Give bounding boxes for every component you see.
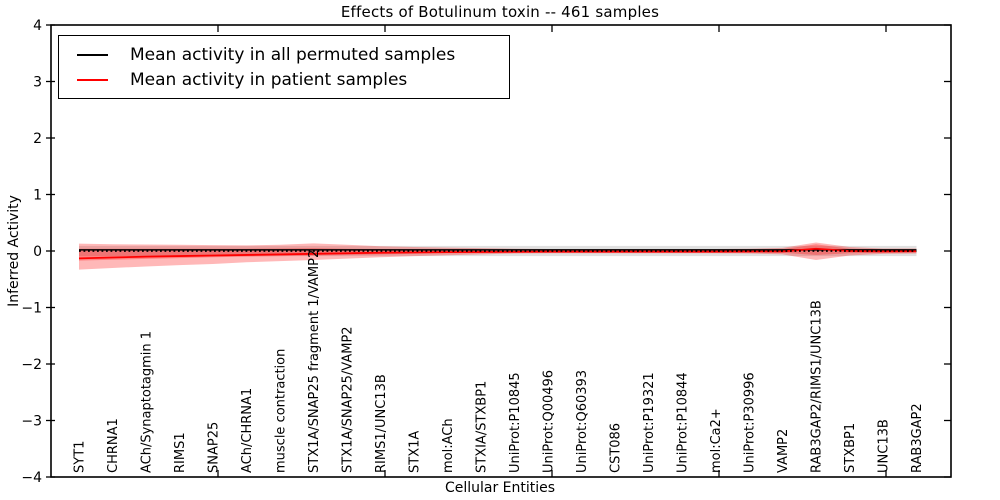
y-tick-label: 0 — [33, 244, 42, 260]
y-tick-label: −1 — [21, 301, 42, 317]
x-category-label: VAMP2 — [776, 429, 791, 473]
x-category-label: CST086 — [609, 423, 624, 473]
x-category-label: RAB3GAP2 — [910, 403, 925, 473]
x-category-label: STX1A/SNAP25/VAMP2 — [341, 326, 356, 473]
x-category-label: mol:Ca2+ — [709, 408, 724, 473]
y-tick-label: 2 — [33, 131, 42, 147]
legend-label: Mean activity in all permuted samples — [130, 44, 456, 65]
x-category-label: CHRNA1 — [106, 418, 121, 473]
y-tick-label: −4 — [21, 470, 42, 486]
legend-label: Mean activity in patient samples — [130, 69, 408, 90]
x-category-label: mol:ACh — [441, 418, 456, 473]
x-category-label: STX1A/SNAP25 fragment 1/VAMP2 — [307, 250, 322, 473]
y-tick-label: 3 — [33, 75, 42, 91]
x-category-label: STXIA/STXBP1 — [475, 381, 490, 473]
x-category-label: UniProt:P10845 — [508, 372, 523, 473]
x-category-label: muscle contraction — [274, 349, 289, 473]
x-category-label: RIMS1/UNC13B — [374, 374, 389, 473]
x-category-label: RIMS1 — [173, 432, 188, 473]
x-category-label: UniProt:P30996 — [743, 372, 758, 473]
y-tick-label: 4 — [33, 18, 42, 34]
x-category-label: ACh/Synaptotagmin 1 — [140, 331, 155, 473]
x-category-label: STX1A — [408, 431, 423, 473]
chart-title: Effects of Botulinum toxin -- 461 sample… — [340, 3, 660, 21]
x-category-label: STXBP1 — [843, 423, 858, 473]
x-category-label: SYT1 — [73, 441, 88, 473]
legend-item-permuted: Mean activity in all permuted samples — [73, 42, 495, 67]
permuted-line-swatch — [77, 53, 108, 56]
legend-item-patient: Mean activity in patient samples — [73, 67, 495, 92]
x-axis-label: Cellular Entities — [444, 480, 556, 496]
x-category-label: UniProt:P19321 — [642, 372, 657, 473]
patient-line-swatch — [77, 78, 108, 81]
y-tick-label: 1 — [33, 188, 42, 204]
x-category-label: UniProt:P10844 — [676, 372, 691, 473]
x-category-label: RAB3GAP2/RIMS1/UNC13B — [810, 300, 825, 473]
x-category-label: UniProt:Q60393 — [575, 370, 590, 473]
x-category-label: UniProt:Q00496 — [542, 370, 557, 473]
x-category-label: SNAP25 — [207, 422, 222, 473]
y-tick-label: −2 — [21, 357, 42, 373]
x-category-label: UNC13B — [877, 419, 892, 473]
y-tick-label: −3 — [21, 414, 42, 430]
x-category-label: ACh/CHRNA1 — [240, 388, 255, 473]
legend: Mean activity in all permuted samples Me… — [58, 35, 510, 99]
